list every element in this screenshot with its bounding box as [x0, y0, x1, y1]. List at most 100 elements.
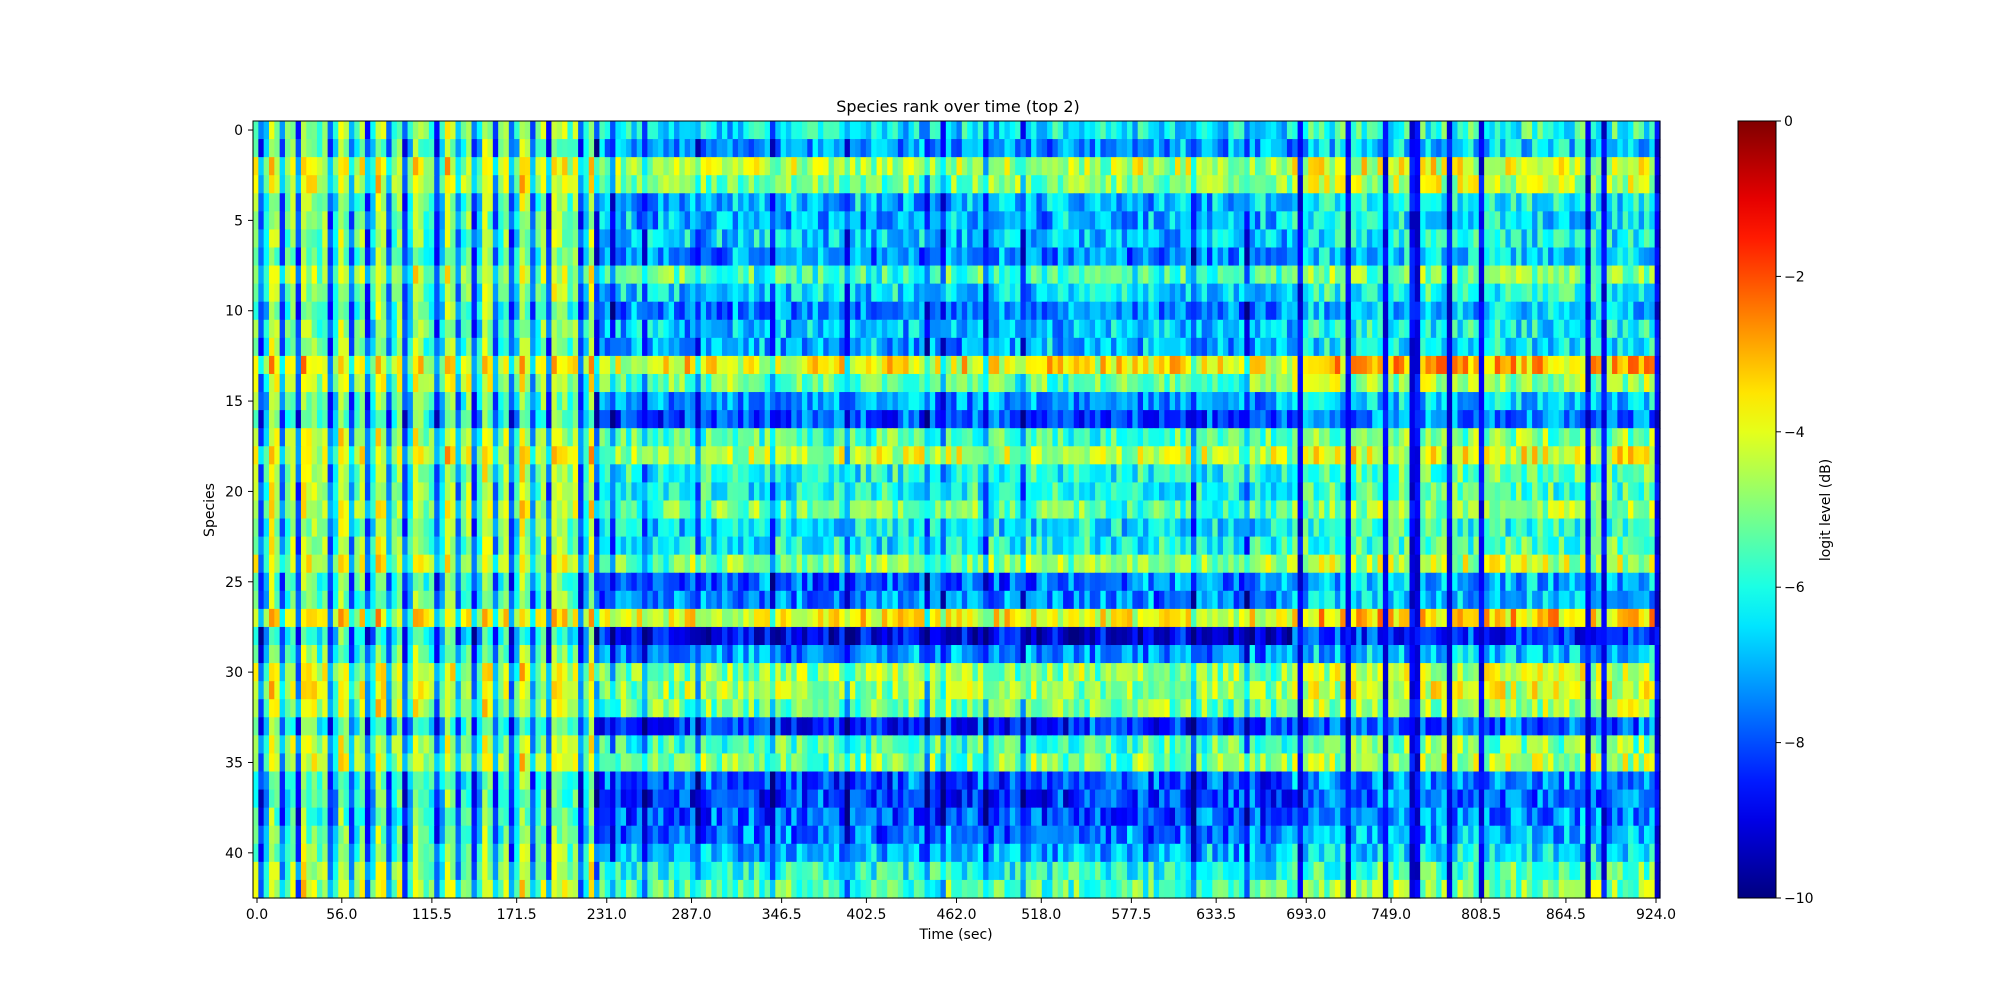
heatmap-cell — [1095, 301, 1101, 321]
heatmap-cell — [1297, 319, 1304, 339]
heatmap-cell — [476, 193, 483, 212]
heatmap-cell — [1233, 410, 1240, 429]
heatmap-cell — [812, 355, 819, 375]
heatmap-cell — [1063, 373, 1070, 393]
heatmap-cell — [460, 247, 467, 267]
heatmap-cell — [732, 410, 739, 429]
heatmap-cell — [1596, 301, 1602, 321]
heatmap-cell — [1409, 337, 1416, 357]
heatmap-cell — [322, 301, 329, 321]
heatmap-cell — [380, 373, 387, 393]
heatmap-cell — [594, 428, 601, 447]
heatmap-cell — [737, 175, 744, 194]
heatmap-cell — [258, 247, 265, 267]
heatmap-cell — [279, 229, 286, 249]
heatmap-cell — [1180, 211, 1187, 231]
heatmap-cell — [1633, 247, 1640, 267]
heatmap-cell — [503, 446, 510, 465]
heatmap-cell — [727, 392, 734, 411]
heatmap-cell — [1606, 428, 1613, 447]
heatmap-cell — [924, 265, 931, 285]
heatmap-cell — [1500, 283, 1507, 303]
heatmap-cell — [327, 373, 334, 393]
heatmap-cell — [1622, 319, 1629, 339]
heatmap-cell — [1031, 139, 1038, 158]
heatmap-cell — [1308, 229, 1315, 249]
heatmap-cell — [1500, 337, 1507, 357]
heatmap-cell — [977, 211, 984, 231]
heatmap-cell — [844, 121, 851, 140]
heatmap-cell — [1404, 229, 1411, 249]
heatmap-cell — [1148, 373, 1155, 393]
heatmap-cell — [1148, 193, 1155, 212]
heatmap-cell — [1222, 211, 1229, 231]
heatmap-cell — [711, 283, 718, 303]
heatmap-cell — [583, 428, 590, 447]
heatmap-cell — [1116, 446, 1123, 465]
heatmap-cell — [1127, 410, 1133, 429]
heatmap-cell — [562, 139, 569, 158]
heatmap-cell — [1350, 247, 1357, 267]
heatmap-cell — [1446, 139, 1453, 158]
heatmap-cell — [668, 355, 675, 375]
heatmap-cell — [1308, 157, 1315, 176]
heatmap-cell — [1473, 428, 1480, 447]
heatmap-cell — [956, 247, 963, 267]
heatmap-cell — [961, 301, 968, 321]
heatmap-cell — [1297, 410, 1304, 429]
heatmap-cell — [940, 428, 947, 447]
heatmap-cell — [1558, 301, 1565, 321]
heatmap-cell — [647, 337, 654, 357]
heatmap-cell — [945, 175, 952, 194]
heatmap-cell — [1468, 211, 1475, 231]
heatmap-cell — [716, 355, 723, 375]
heatmap-cell — [482, 392, 489, 411]
heatmap-cell — [1532, 139, 1539, 158]
heatmap-cell — [780, 301, 787, 321]
heatmap-cell — [455, 355, 462, 375]
heatmap-cell — [1436, 446, 1443, 465]
heatmap-cell — [604, 121, 611, 140]
heatmap-cell — [402, 446, 409, 465]
heatmap-cell — [1574, 283, 1581, 303]
heatmap-cell — [599, 229, 606, 249]
heatmap-cell — [695, 157, 702, 176]
heatmap-cell — [556, 247, 563, 267]
heatmap-cell — [471, 319, 478, 339]
heatmap-cell — [604, 265, 611, 285]
heatmap-cell — [423, 175, 430, 194]
heatmap-cell — [1068, 157, 1075, 176]
heatmap-cell — [1084, 139, 1091, 158]
heatmap-cell — [1350, 193, 1357, 212]
heatmap-cell — [1233, 355, 1240, 375]
heatmap-cell — [1089, 157, 1096, 176]
heatmap-cell — [610, 392, 617, 411]
heatmap-cell — [290, 121, 297, 140]
heatmap-cell — [332, 211, 339, 231]
heatmap-cell — [1009, 301, 1016, 321]
heatmap-cell — [1270, 337, 1277, 357]
heatmap-cell — [1585, 121, 1592, 140]
heatmap-cell — [380, 265, 387, 285]
heatmap-cell — [1095, 175, 1101, 194]
heatmap-cell — [1036, 428, 1043, 447]
heatmap-cell — [1638, 428, 1645, 447]
heatmap-cell — [492, 319, 499, 339]
heatmap-cell — [753, 157, 760, 176]
heatmap-cell — [753, 373, 760, 393]
heatmap-cell — [801, 175, 808, 194]
heatmap-cell — [642, 337, 648, 357]
heatmap-cell — [423, 301, 430, 321]
heatmap-cell — [972, 175, 979, 194]
heatmap-cell — [428, 121, 435, 140]
heatmap-cell — [796, 410, 803, 429]
heatmap-cell — [1393, 337, 1400, 357]
heatmap-cell — [1143, 373, 1149, 393]
heatmap-cell — [343, 392, 350, 411]
heatmap-cell — [343, 211, 350, 231]
heatmap-cell — [839, 139, 846, 158]
heatmap-cell — [913, 247, 920, 267]
heatmap-cell — [1196, 175, 1203, 194]
heatmap-cell — [1409, 265, 1416, 285]
heatmap-cell — [828, 157, 835, 176]
